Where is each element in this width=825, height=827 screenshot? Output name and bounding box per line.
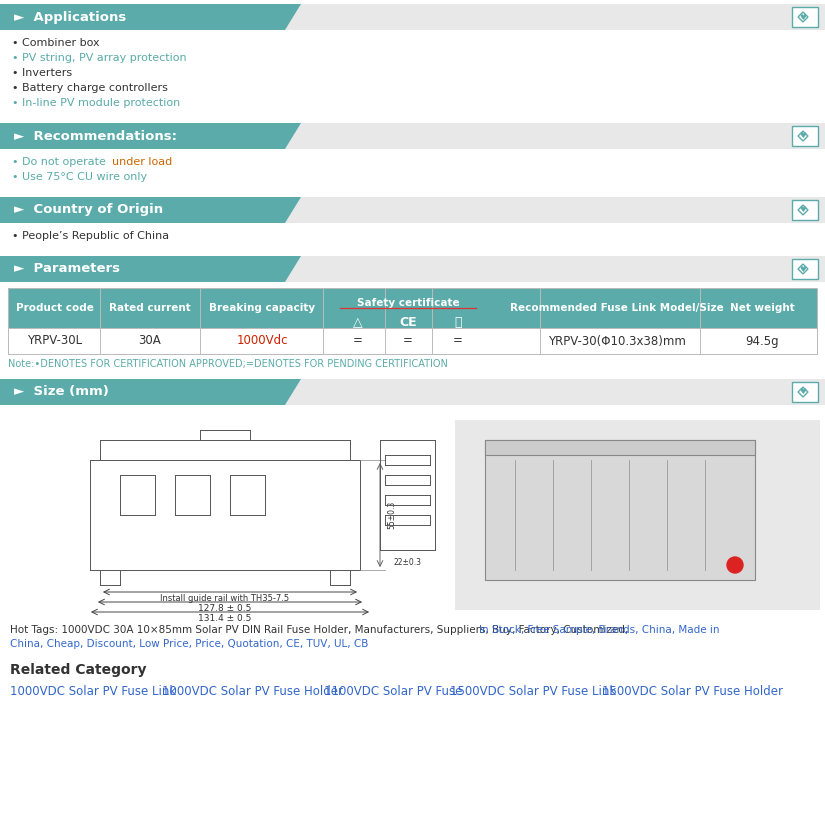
Text: =: = <box>403 334 413 347</box>
FancyBboxPatch shape <box>8 288 817 328</box>
Text: 94.5g: 94.5g <box>745 334 779 347</box>
Text: ►  Recommendations:: ► Recommendations: <box>14 130 177 142</box>
Text: Hot Tags: 1000VDC 30A 10×85mm Solar PV DIN Rail Fuse Holder, Manufacturers, Supp: Hot Tags: 1000VDC 30A 10×85mm Solar PV D… <box>10 625 631 635</box>
Text: • Inverters: • Inverters <box>12 68 72 78</box>
Text: Product code: Product code <box>16 303 94 313</box>
Text: Breaking capacity: Breaking capacity <box>209 303 315 313</box>
Text: Related Category: Related Category <box>10 663 147 677</box>
FancyBboxPatch shape <box>792 7 818 27</box>
Text: • In-line PV module protection: • In-line PV module protection <box>12 98 180 108</box>
Polygon shape <box>0 4 301 30</box>
Text: ♥: ♥ <box>799 131 807 141</box>
FancyBboxPatch shape <box>485 440 755 580</box>
Text: under load: under load <box>112 157 172 167</box>
Text: 1000VDC Solar PV Fuse Link: 1000VDC Solar PV Fuse Link <box>10 685 177 698</box>
Text: 1500VDC Solar PV Fuse Link: 1500VDC Solar PV Fuse Link <box>450 685 616 698</box>
Text: 30A: 30A <box>139 334 162 347</box>
Text: 127.8 ± 0.5: 127.8 ± 0.5 <box>198 604 252 613</box>
FancyBboxPatch shape <box>792 382 818 402</box>
Text: • Combiner box: • Combiner box <box>12 38 100 48</box>
Text: Rated current: Rated current <box>109 303 191 313</box>
Text: In Stock, Free Sample, Brands, China, Made in: In Stock, Free Sample, Brands, China, Ma… <box>479 625 719 635</box>
Text: =: = <box>453 334 463 347</box>
Text: Net weight: Net weight <box>729 303 794 313</box>
FancyBboxPatch shape <box>455 420 820 610</box>
Text: 22±0.3: 22±0.3 <box>393 558 421 567</box>
Polygon shape <box>0 197 301 223</box>
Text: ♥: ♥ <box>799 205 807 214</box>
FancyBboxPatch shape <box>0 379 825 405</box>
Text: ♥: ♥ <box>799 12 807 22</box>
Text: Recommended Fuse Link Model/Size: Recommended Fuse Link Model/Size <box>510 303 724 313</box>
Text: 1100VDC Solar PV Fuse: 1100VDC Solar PV Fuse <box>324 685 463 698</box>
Polygon shape <box>0 256 301 282</box>
FancyBboxPatch shape <box>792 126 818 146</box>
Text: 1500VDC Solar PV Fuse Holder: 1500VDC Solar PV Fuse Holder <box>602 685 783 698</box>
FancyBboxPatch shape <box>485 440 755 455</box>
Text: 1000VDC Solar PV Fuse Holder: 1000VDC Solar PV Fuse Holder <box>162 685 343 698</box>
Text: 55±0.3: 55±0.3 <box>387 501 396 529</box>
Text: • Use 75°C CU wire only: • Use 75°C CU wire only <box>12 172 147 182</box>
Text: ►  Size (mm): ► Size (mm) <box>14 385 109 399</box>
FancyBboxPatch shape <box>0 197 825 223</box>
Text: • People’s Republic of China: • People’s Republic of China <box>12 231 169 241</box>
Text: 1000Vdc: 1000Vdc <box>236 334 288 347</box>
Text: YRPV-30L: YRPV-30L <box>27 334 82 347</box>
Polygon shape <box>0 379 301 405</box>
FancyBboxPatch shape <box>8 328 817 354</box>
FancyBboxPatch shape <box>792 259 818 279</box>
FancyBboxPatch shape <box>792 200 818 220</box>
Polygon shape <box>0 123 301 149</box>
FancyBboxPatch shape <box>0 256 825 282</box>
Text: • PV string, PV array protection: • PV string, PV array protection <box>12 53 186 63</box>
Text: ►  Applications: ► Applications <box>14 11 126 23</box>
Text: China, Cheap, Discount, Low Price, Price, Quotation, CE, TUV, UL, CB: China, Cheap, Discount, Low Price, Price… <box>10 639 369 649</box>
Text: Note:•DENOTES FOR CERTIFICATION APPROVED;=DENOTES FOR PENDING CERTIFICATION: Note:•DENOTES FOR CERTIFICATION APPROVED… <box>8 359 448 369</box>
Text: △: △ <box>353 316 363 329</box>
Text: 131.4 ± 0.5: 131.4 ± 0.5 <box>198 614 252 623</box>
FancyBboxPatch shape <box>0 123 825 149</box>
Text: Safety certificate: Safety certificate <box>356 298 460 308</box>
Text: • Battery charge controllers: • Battery charge controllers <box>12 83 167 93</box>
Text: ►  Country of Origin: ► Country of Origin <box>14 203 163 217</box>
Text: Ⓤ: Ⓤ <box>455 316 462 329</box>
Text: Install guide rail with TH35-7.5: Install guide rail with TH35-7.5 <box>160 594 290 603</box>
Text: =: = <box>353 334 363 347</box>
Text: ♥: ♥ <box>799 265 807 274</box>
Text: CE: CE <box>399 316 417 329</box>
Text: ♥: ♥ <box>799 388 807 396</box>
Circle shape <box>727 557 743 573</box>
Text: ►  Parameters: ► Parameters <box>14 262 120 275</box>
Text: YRPV-30(Φ10.3x38)mm: YRPV-30(Φ10.3x38)mm <box>548 334 686 347</box>
Text: • Do not operate: • Do not operate <box>12 157 110 167</box>
FancyBboxPatch shape <box>0 4 825 30</box>
